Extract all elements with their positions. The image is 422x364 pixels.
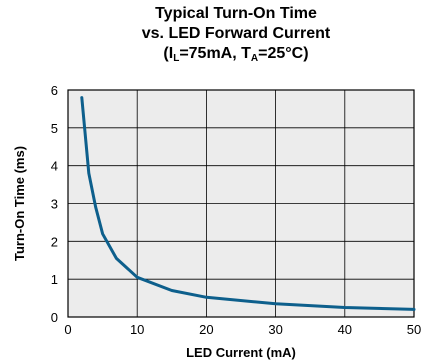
title-mid: =75mA, T xyxy=(179,45,251,62)
title-open: (I xyxy=(163,45,174,62)
title-sub-l: L xyxy=(173,53,180,64)
y-tick-label: 3 xyxy=(51,197,58,212)
y-tick-label: 4 xyxy=(51,159,58,174)
plot-frame xyxy=(67,89,415,318)
title-close: =25°C) xyxy=(258,45,309,62)
x-axis-ticks: 0 10 20 30 40 50 xyxy=(64,322,421,337)
x-tick-label: 50 xyxy=(407,322,421,337)
y-tick-label: 2 xyxy=(51,234,58,249)
x-tick-label: 30 xyxy=(268,322,282,337)
x-tick-label: 40 xyxy=(338,322,352,337)
y-tick-label: 5 xyxy=(51,121,58,136)
chart-title-line-3: (IL=75mA, TA=25°C) xyxy=(80,44,392,69)
x-tick-label: 10 xyxy=(130,322,144,337)
x-axis-label: LED Current (mA) xyxy=(186,345,296,360)
series-line xyxy=(80,96,416,311)
x-tick-label: 0 xyxy=(64,322,71,337)
y-tick-label: 0 xyxy=(51,310,58,325)
y-axis-ticks: 0 1 2 3 4 5 6 xyxy=(51,83,58,325)
chart-title-line-1: Typical Turn-On Time xyxy=(155,5,317,22)
x-tick-label: 20 xyxy=(199,322,213,337)
y-tick-label: 1 xyxy=(51,272,58,287)
title-sub-a: A xyxy=(250,53,259,64)
y-axis-label: Turn-On Time (ms) xyxy=(12,146,27,261)
chart-title-line-2: vs. LED Forward Current xyxy=(141,25,331,42)
y-tick-label: 6 xyxy=(51,83,58,98)
